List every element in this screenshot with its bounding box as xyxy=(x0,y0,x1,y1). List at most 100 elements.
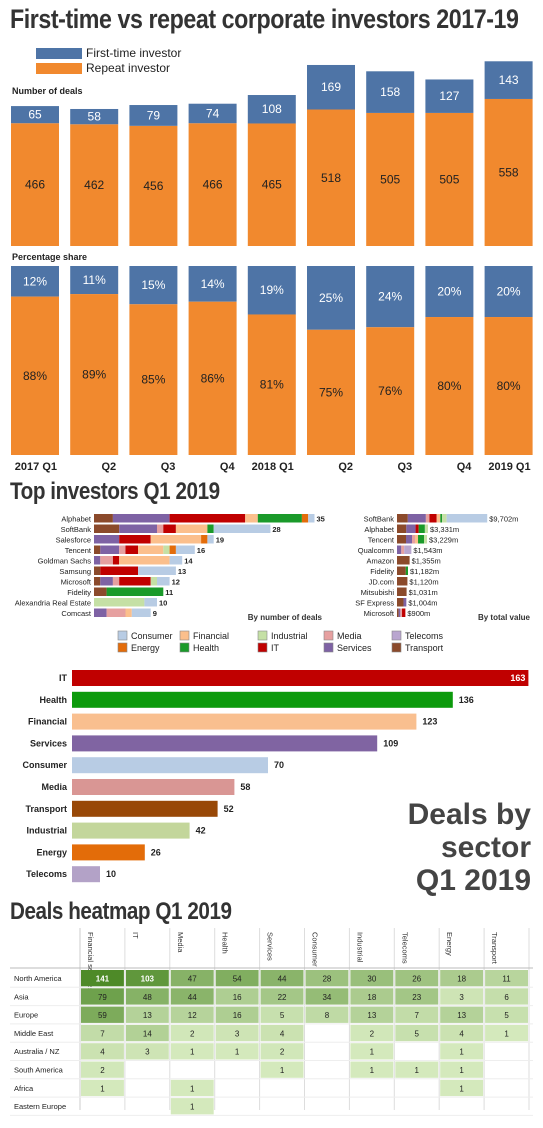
heatmap-col-label: Transport xyxy=(490,932,499,965)
pct-label-first: 11% xyxy=(83,273,106,287)
top-investor-segment xyxy=(138,545,164,554)
top-investor-segment xyxy=(119,535,151,544)
top-investor-name: Microsoft xyxy=(61,578,92,587)
sector-legend-label: Consumer xyxy=(131,631,173,641)
sector-value: 26 xyxy=(151,847,161,857)
top-investor-segment xyxy=(144,598,157,607)
value-investor-segment xyxy=(403,598,407,607)
pct-bar-repeat xyxy=(247,314,296,455)
pct-bar-first xyxy=(307,266,355,330)
heatmap-cell-value: 26 xyxy=(412,975,421,984)
heatmap-col-label: Consumer xyxy=(311,932,320,967)
sector-bar xyxy=(72,670,529,686)
pct-label-first: 19% xyxy=(260,283,284,297)
top-investor-segment xyxy=(175,545,195,554)
heatmap-col-label: Financial services xyxy=(86,932,95,992)
deals-bar-repeat xyxy=(366,112,415,247)
value-investor-label: $1,543m xyxy=(413,546,442,555)
heatmap-cell xyxy=(170,970,214,987)
value-investor-name: JD.com xyxy=(369,578,394,587)
pct-label-repeat: 75% xyxy=(319,385,343,399)
heatmap-cell-value: 11 xyxy=(502,975,511,984)
deals-bar-first xyxy=(307,64,355,110)
deals-bar-first xyxy=(188,103,237,124)
sector-value: 109 xyxy=(383,738,398,748)
top-investor-segment xyxy=(100,556,113,565)
heatmap-cell xyxy=(440,1006,484,1023)
sector-bar xyxy=(72,735,378,752)
heatmap-cell-value: 1 xyxy=(190,1084,195,1093)
value-investor-label: $900m xyxy=(407,609,430,618)
legend-swatch-repeat xyxy=(36,62,82,74)
sector-legend-label: Media xyxy=(337,631,362,641)
sector-legend-label: Energy xyxy=(131,643,160,653)
value-investor-segment xyxy=(397,587,407,596)
pct-label-first: 24% xyxy=(378,290,402,304)
sector-legend-swatch xyxy=(257,630,268,641)
pct-label-repeat: 89% xyxy=(82,368,106,382)
top-investor-segment xyxy=(94,556,101,565)
value-investor-segment xyxy=(397,524,407,533)
heatmap-cell xyxy=(215,1043,259,1060)
subtitle-percentage-share: Percentage share xyxy=(12,252,88,262)
sector-value: 163 xyxy=(510,673,525,683)
heatmap-cell xyxy=(81,1024,124,1042)
value-investor-label: $1,120m xyxy=(409,578,438,587)
pct-label-first: 15% xyxy=(141,278,165,292)
deals-bar-first xyxy=(366,71,415,113)
value-investor-segment xyxy=(397,577,408,586)
heatmap-cell xyxy=(485,988,528,1005)
value-investor-segment xyxy=(406,535,413,544)
heatmap-cell-value: 103 xyxy=(141,975,155,984)
heatmap-cell-value: 6 xyxy=(504,993,509,1002)
top-investor-name: Tencent xyxy=(65,546,92,555)
top-investor-value: 10 xyxy=(159,599,167,608)
pct-label-repeat: 81% xyxy=(260,378,284,392)
top-investor-segment xyxy=(201,535,208,544)
heatmap-cell-value: 18 xyxy=(367,993,376,1002)
sector-value: 42 xyxy=(196,826,206,836)
top-investor-segment xyxy=(119,577,151,586)
heatmap-cell xyxy=(350,1043,394,1060)
top-investor-value: 13 xyxy=(178,567,186,576)
top-investor-segment xyxy=(169,514,246,523)
deals-label-repeat: 466 xyxy=(203,178,223,192)
heatmap-cell xyxy=(440,970,484,987)
sector-legend-swatch xyxy=(179,630,190,641)
sector-legend-label: IT xyxy=(271,643,280,653)
heatmap-cell-value: 1 xyxy=(370,1048,375,1057)
heatmap-cell-value: 1 xyxy=(280,1066,285,1075)
sector-legend-swatch xyxy=(323,630,334,641)
top-investor-segment xyxy=(150,535,202,544)
deals-label-first: 127 xyxy=(439,89,459,103)
sector-legend-label: Transport xyxy=(405,643,444,653)
heatmap-cell-value: 47 xyxy=(188,975,197,984)
heatmap-row-label: Africa xyxy=(14,1084,34,1093)
pct-bar-first xyxy=(11,266,59,297)
deals-label-first: 158 xyxy=(380,85,400,99)
value-investor-segment xyxy=(407,514,426,523)
top-investor-value: 9 xyxy=(153,609,157,618)
heatmap-row-label: Australia / NZ xyxy=(14,1047,60,1056)
top-investor-value: 12 xyxy=(172,578,180,587)
heatmap-cell xyxy=(440,1079,484,1097)
top-investor-segment xyxy=(112,556,120,565)
heatmap-cell-value: 2 xyxy=(280,1048,285,1057)
heatmap-col-label: Health xyxy=(221,932,230,954)
deals-label-first: 58 xyxy=(88,110,102,124)
chart-title: First-time vs repeat corporate investors… xyxy=(10,4,519,34)
deals-label-repeat: 462 xyxy=(84,178,104,192)
deals-bar-repeat xyxy=(247,123,296,246)
top-investor-segment xyxy=(94,524,120,533)
value-investor-segment xyxy=(418,535,425,544)
pct-label-first: 20% xyxy=(437,285,461,299)
deals-bar-first xyxy=(484,61,533,99)
top-investor-value: 11 xyxy=(165,588,173,597)
heatmap-row-label: Europe xyxy=(14,1011,38,1020)
deals-bar-repeat xyxy=(307,109,355,246)
heatmap-cell xyxy=(215,1024,259,1042)
heatmap-cell-value: 54 xyxy=(233,975,242,984)
value-investor-segment xyxy=(397,514,408,523)
pct-bar-first xyxy=(70,266,119,295)
heatmap-cell-value: 13 xyxy=(457,1011,466,1020)
